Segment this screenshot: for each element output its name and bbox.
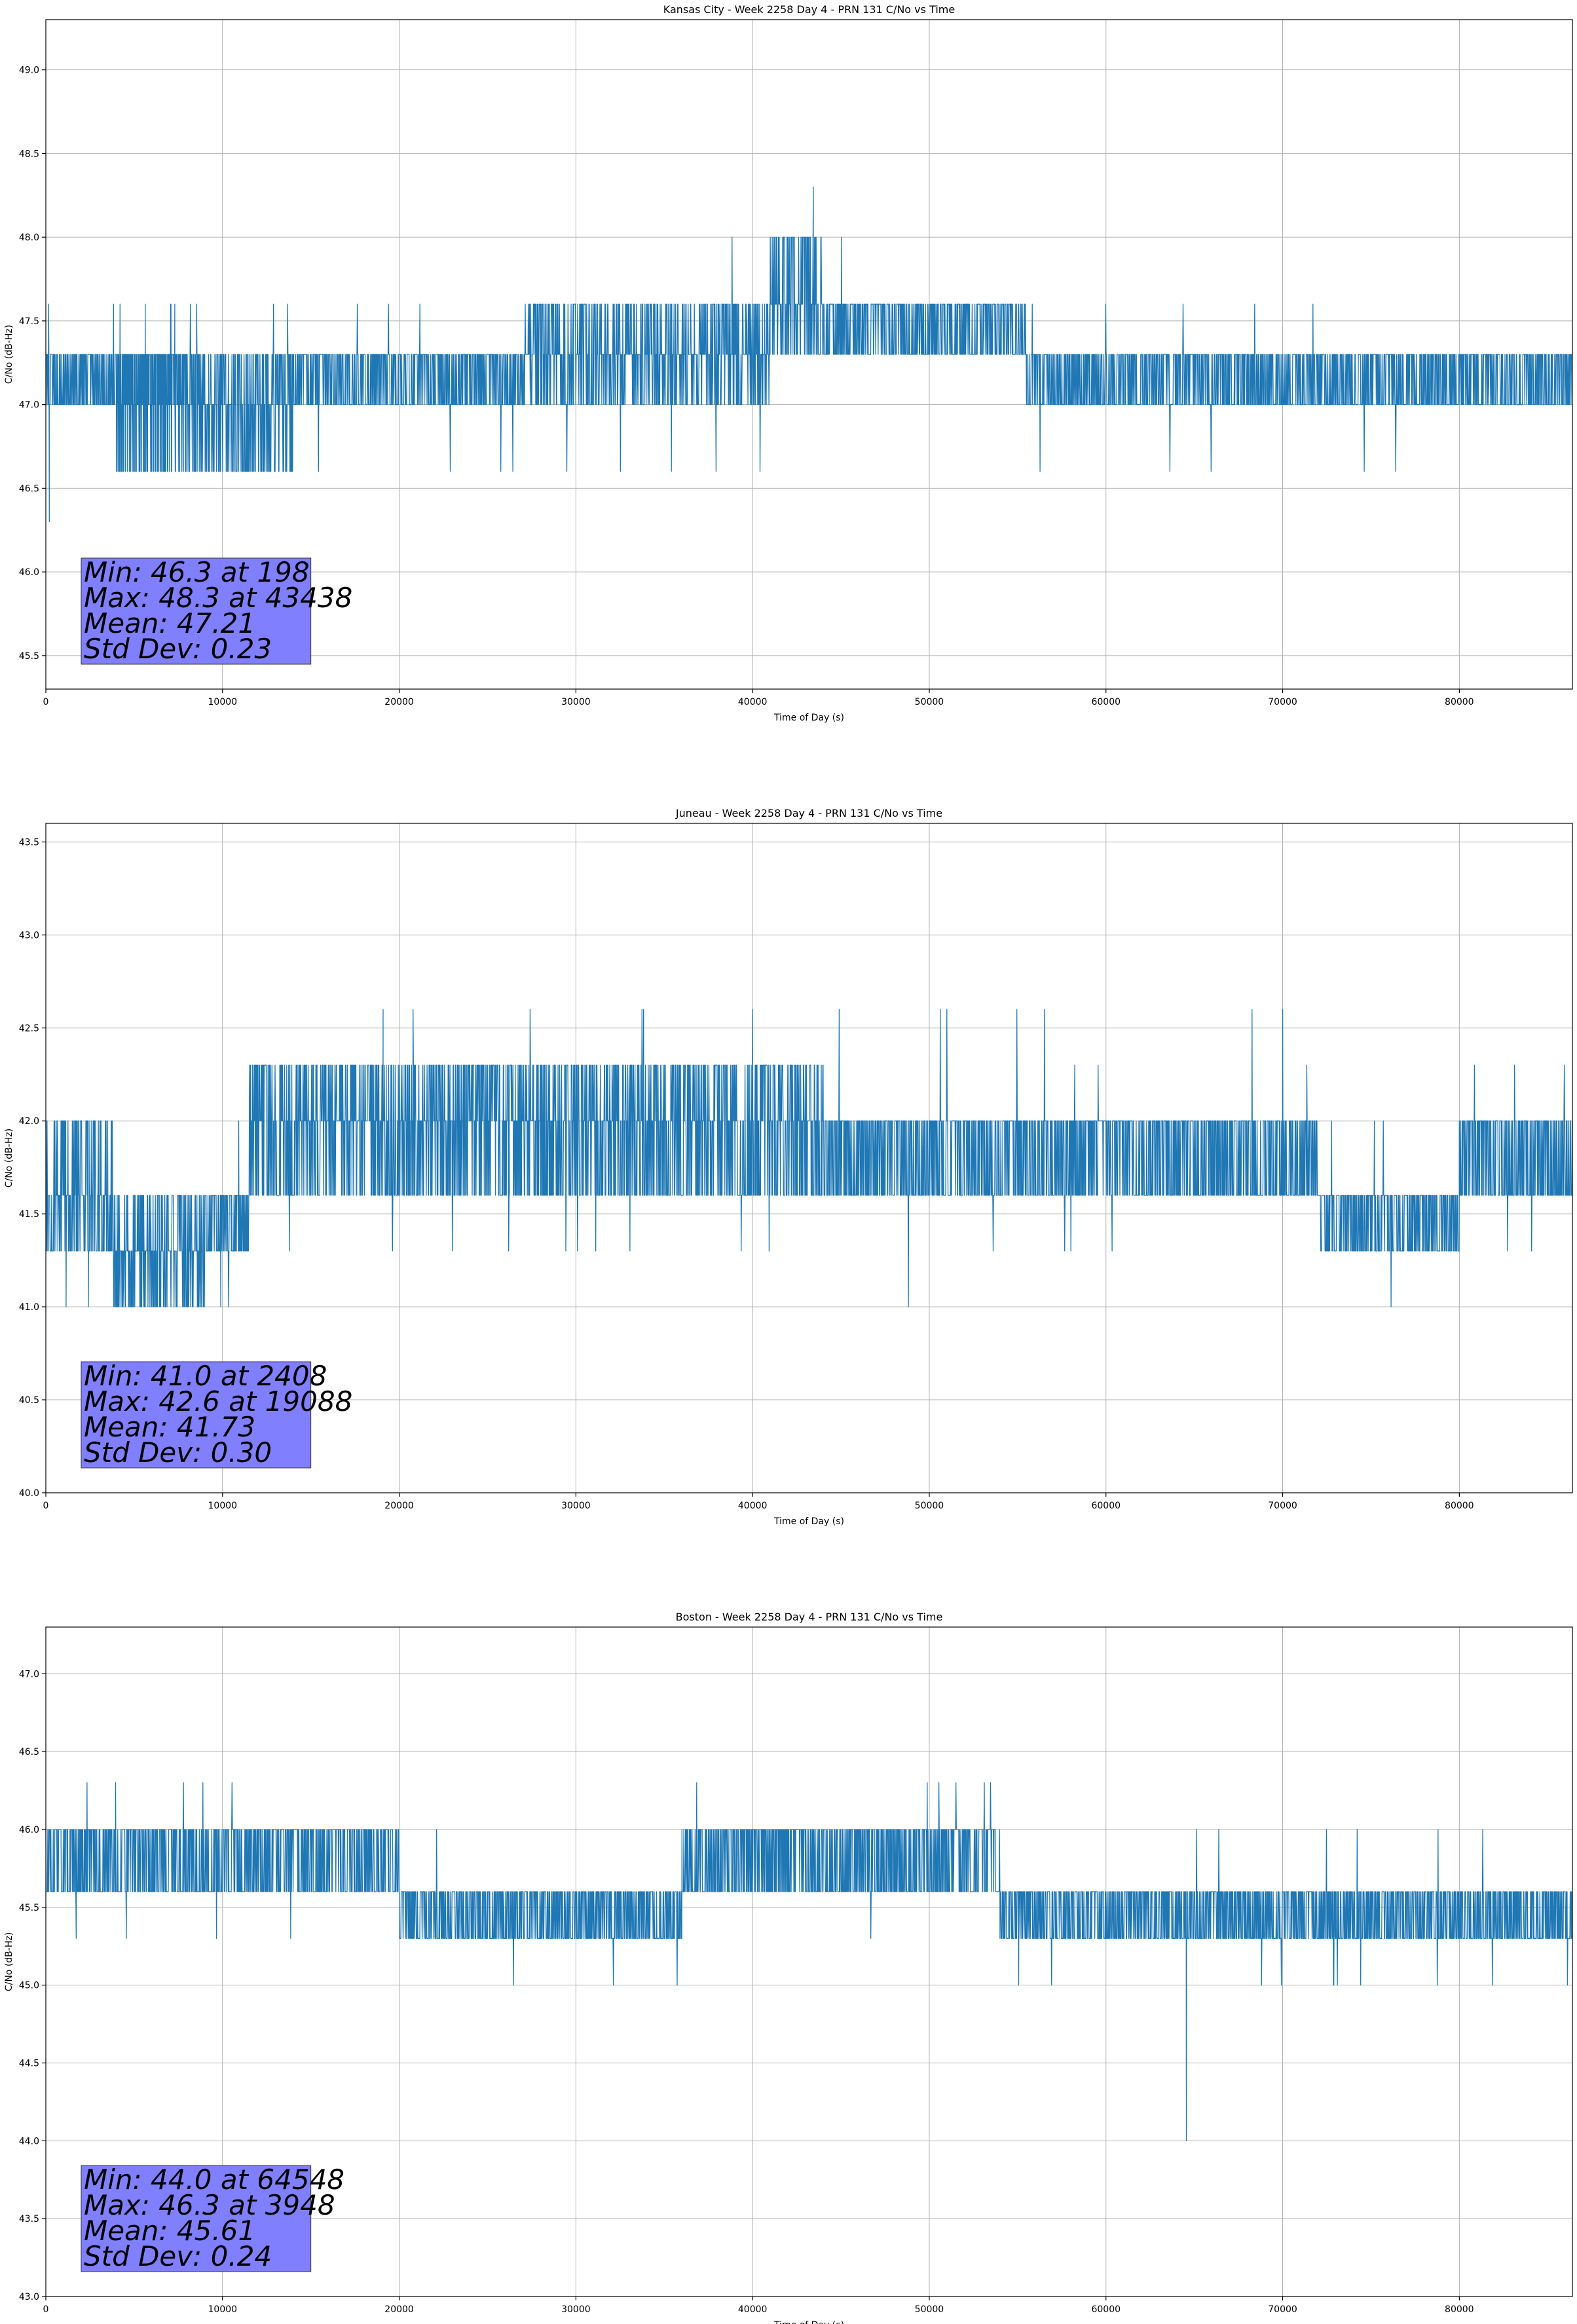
y-tick-label: 48.5: [19, 149, 39, 159]
y-tick-label: 45.0: [19, 1981, 39, 1991]
stats-line: Min: 44.0 at 64548: [84, 2164, 344, 2196]
x-tick-label: 50000: [915, 1501, 944, 1511]
x-tick-label: 40000: [738, 697, 768, 707]
x-tick-label: 80000: [1445, 697, 1474, 707]
stats-line: Max: 42.6 at 19088: [84, 1385, 352, 1417]
y-tick-label: 40.5: [19, 1395, 39, 1406]
x-tick-label: 50000: [915, 2304, 944, 2315]
chart-title: Kansas City - Week 2258 Day 4 - PRN 131 …: [663, 3, 955, 16]
y-tick-label: 44.5: [19, 2058, 39, 2069]
x-tick-label: 0: [43, 1501, 49, 1511]
x-tick-label: 20000: [384, 2304, 414, 2315]
y-tick-label: 46.0: [19, 1825, 39, 1835]
chart-panel-3: 0 10000 20000 30000 40000 50000 60000 70000 8000…: [4, 1611, 1573, 2324]
y-tick-label: 43.0: [19, 2292, 39, 2302]
y-tick-label: 46.0: [19, 567, 39, 578]
y-tick-label: 47.0: [19, 1669, 39, 1679]
stats-line: Mean: 47.21: [84, 607, 255, 639]
stats-line: Min: 46.3 at 198: [84, 556, 310, 588]
x-tick-label: 30000: [561, 697, 591, 707]
stats-box: [81, 2165, 312, 2272]
stats-line: Std Dev: 0.24: [84, 2240, 272, 2272]
y-axis-label: C/No (dB-Hz): [4, 1932, 14, 1991]
x-tick-label: 60000: [1091, 697, 1121, 707]
stats-line: Min: 41.0 at 2408: [84, 1360, 327, 1392]
y-tick-label: 45.5: [19, 1903, 39, 1913]
y-tick-label: 40.0: [19, 1488, 39, 1499]
series-line: [45, 1009, 1573, 1307]
x-tick-label: 30000: [561, 1501, 591, 1511]
x-axis-label: Time of Day (s): [773, 2320, 844, 2324]
x-tick-label: 20000: [384, 697, 414, 707]
x-tick-label: 50000: [915, 697, 944, 707]
stats-line: Max: 48.3 at 43438: [84, 582, 352, 614]
y-tick-label: 41.5: [19, 1209, 39, 1220]
y-tick-label: 46.5: [19, 1747, 39, 1757]
chart-panel-1: 0 10000 20000 30000 40000 50000 60000 70000 8000…: [4, 3, 1573, 723]
stats-line: Std Dev: 0.30: [84, 1436, 272, 1469]
x-tick-label: 60000: [1091, 2304, 1121, 2315]
plot-area-frame: [45, 19, 1573, 690]
y-tick-label: 43.5: [19, 837, 39, 848]
y-tick-label: 47.0: [19, 400, 39, 411]
y-axis-label: C/No (dB-Hz): [4, 325, 14, 384]
x-tick-label: 0: [43, 2304, 49, 2315]
stats-box: [81, 557, 312, 665]
x-tick-label: 60000: [1091, 1501, 1121, 1511]
series-line: [45, 186, 1572, 523]
y-tick-label: 42.0: [19, 1116, 39, 1127]
chart-panel-2: 0 10000 20000 30000 40000 50000 60000 70000 8000…: [4, 807, 1573, 1527]
y-tick-label: 45.5: [19, 651, 39, 662]
y-tick-label: 48.0: [19, 233, 39, 243]
stats-line: Mean: 41.73: [84, 1411, 255, 1443]
x-tick-label: 10000: [208, 697, 238, 707]
chart-title: Juneau - Week 2258 Day 4 - PRN 131 C/No …: [675, 807, 942, 819]
x-tick-label: 40000: [738, 1501, 768, 1511]
x-axis-label: Time of Day (s): [773, 1516, 844, 1527]
y-tick-label: 43.0: [19, 930, 39, 941]
x-tick-label: 10000: [208, 2304, 238, 2315]
y-tick-label: 42.5: [19, 1023, 39, 1034]
x-tick-label: 70000: [1268, 2304, 1297, 2315]
y-tick-label: 43.5: [19, 2214, 39, 2224]
y-tick-label: 49.0: [19, 66, 39, 76]
x-tick-label: 20000: [384, 1501, 414, 1511]
y-axis-label: C/No (dB-Hz): [4, 1129, 14, 1188]
series-line: [45, 1782, 1573, 2141]
y-tick-label: 47.5: [19, 316, 39, 327]
x-tick-label: 80000: [1445, 1501, 1474, 1511]
stats-line: Mean: 45.61: [84, 2215, 255, 2247]
x-tick-label: 0: [43, 697, 49, 707]
plot-area-frame: [45, 823, 1573, 1493]
stats-line: Max: 46.3 at 3948: [84, 2189, 335, 2221]
x-axis-label: Time of Day (s): [773, 713, 844, 723]
x-tick-label: 10000: [208, 1501, 238, 1511]
y-tick-label: 44.0: [19, 2136, 39, 2146]
x-tick-label: 30000: [561, 2304, 591, 2315]
x-tick-label: 40000: [738, 2304, 768, 2315]
stats-line: Std Dev: 0.23: [84, 633, 272, 665]
y-tick-label: 41.0: [19, 1302, 39, 1313]
y-tick-label: 46.5: [19, 483, 39, 494]
stats-box: [81, 1361, 312, 1469]
plot-area-frame: [45, 1626, 1573, 2297]
x-tick-label: 70000: [1268, 697, 1297, 707]
x-tick-label: 80000: [1445, 2304, 1474, 2315]
chart-title: Boston - Week 2258 Day 4 - PRN 131 C/No …: [676, 1611, 943, 1623]
x-tick-label: 70000: [1268, 1501, 1297, 1511]
